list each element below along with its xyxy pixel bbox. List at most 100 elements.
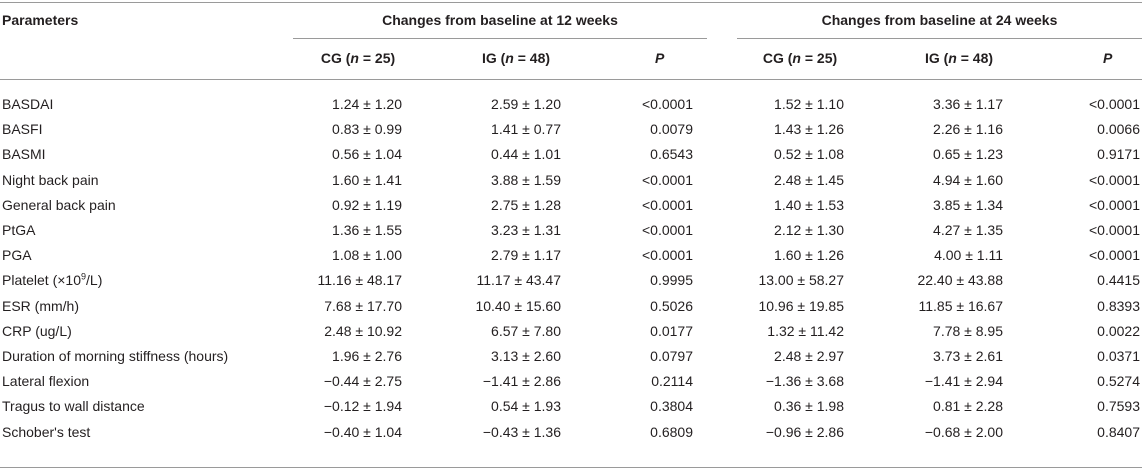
- group-24-underline: [737, 38, 1142, 39]
- cell-p-24: 0.9171: [1097, 146, 1140, 163]
- cell-cg-24: −0.96 ± 2.86: [765, 423, 844, 440]
- cell-p-24: <0.0001: [1089, 196, 1140, 213]
- cell-ig-12: −1.41 ± 2.86: [482, 373, 561, 390]
- cell-ig-12: 0.44 ± 1.01: [491, 146, 561, 163]
- col-cg-12-header: CG (n = 25): [320, 50, 396, 66]
- top-rule: [0, 2, 1142, 3]
- cell-p-24: 0.8407: [1097, 423, 1140, 440]
- cell-p-24: 0.0371: [1097, 348, 1140, 364]
- cell-parameter: PtGA: [2, 222, 36, 238]
- cell-parameter: BASFI: [2, 121, 43, 138]
- cell-ig-12: 0.54 ± 1.93: [491, 398, 561, 415]
- cell-p-12: <0.0001: [642, 171, 693, 188]
- cell-ig-12: 6.57 ± 7.80: [491, 322, 561, 339]
- cell-p-24: 0.8393: [1097, 297, 1140, 314]
- cell-cg-24: 2.12 ± 1.30: [774, 222, 844, 238]
- cell-p-12: 0.6809: [650, 423, 693, 440]
- cell-ig-24: 7.78 ± 8.95: [933, 322, 1003, 339]
- cell-cg-12: 1.08 ± 1.00: [332, 247, 402, 264]
- col-ig-12-header: IG (n = 48): [481, 50, 551, 66]
- cell-p-12: 0.0079: [650, 121, 693, 138]
- p-label: P: [1103, 50, 1113, 66]
- cell-cg-12: 1.24 ± 1.20: [332, 96, 402, 112]
- cell-p-12: <0.0001: [642, 196, 693, 213]
- cell-ig-24: −0.68 ± 2.00: [924, 423, 1003, 440]
- cell-ig-12: 3.13 ± 2.60: [491, 348, 561, 364]
- cell-parameter: Platelet (×109/L): [2, 271, 103, 289]
- cell-cg-24: 1.40 ± 1.53: [774, 196, 844, 213]
- cell-cg-24: 0.52 ± 1.08: [774, 146, 844, 163]
- cell-ig-12: 3.23 ± 1.31: [491, 222, 561, 238]
- cell-p-24: <0.0001: [1089, 96, 1140, 112]
- cell-parameter: Night back pain: [2, 171, 99, 188]
- cell-ig-24: 4.94 ± 1.60: [933, 171, 1003, 188]
- cell-p-12: 0.2114: [651, 373, 693, 390]
- cell-p-24: <0.0001: [1089, 171, 1140, 188]
- cell-cg-12: −0.44 ± 2.75: [323, 373, 402, 390]
- col-cg-24-header: CG (n = 25): [762, 50, 838, 66]
- cell-parameter: Duration of morning stiffness (hours): [2, 348, 229, 364]
- cell-p-12: 0.0797: [650, 348, 693, 364]
- cell-p-12: 0.9995: [650, 272, 693, 289]
- cell-parameter: PGA: [2, 247, 32, 264]
- cell-parameter: ESR (mm/h): [2, 297, 79, 314]
- cell-cg-12: −0.40 ± 1.04: [323, 423, 402, 440]
- cell-cg-24: 2.48 ± 1.45: [774, 171, 844, 188]
- cell-p-12: 0.3804: [650, 398, 693, 415]
- cell-ig-12: 2.75 ± 1.28: [491, 196, 561, 213]
- col-p-24-header: P: [1103, 49, 1112, 67]
- cell-ig-12: 1.41 ± 0.77: [491, 121, 561, 138]
- group-24-title: Changes from baseline at 24 weeks: [821, 12, 1058, 28]
- cell-ig-12: 11.17 ± 43.47: [476, 272, 562, 289]
- parameters-header: Parameters: [2, 12, 79, 28]
- cell-parameter: General back pain: [2, 196, 116, 213]
- cell-cg-24: 2.48 ± 2.97: [774, 348, 844, 364]
- cell-cg-12: 11.16 ± 48.17: [317, 272, 403, 289]
- cell-p-12: <0.0001: [642, 247, 693, 264]
- cell-p-24: 0.0066: [1097, 121, 1140, 138]
- cell-ig-24: 0.65 ± 1.23: [933, 146, 1003, 163]
- cell-ig-12: 10.40 ± 15.60: [475, 297, 561, 314]
- cell-cg-12: 1.60 ± 1.41: [332, 171, 402, 188]
- header-rule: [0, 79, 1142, 80]
- cell-ig-24: 4.27 ± 1.35: [933, 222, 1003, 238]
- cell-cg-12: 0.56 ± 1.04: [332, 146, 402, 163]
- cell-cg-12: 1.96 ± 2.76: [332, 348, 402, 364]
- cell-cg-12: 0.83 ± 0.99: [332, 121, 402, 138]
- cell-p-24: <0.0001: [1089, 222, 1140, 238]
- cell-ig-24: 3.73 ± 2.61: [933, 348, 1003, 364]
- cell-p-24: 0.7593: [1097, 398, 1140, 415]
- cell-cg-24: 1.60 ± 1.26: [774, 247, 844, 264]
- cell-parameter: Lateral flexion: [2, 373, 90, 390]
- cell-parameter: Tragus to wall distance: [2, 398, 145, 415]
- cell-cg-24: 10.96 ± 19.85: [758, 297, 844, 314]
- cell-parameter: Schober's test: [2, 423, 91, 440]
- p-label: P: [655, 50, 665, 66]
- cell-ig-24: −1.41 ± 2.94: [924, 373, 1003, 390]
- cell-p-12: <0.0001: [642, 96, 693, 112]
- cell-ig-24: 3.85 ± 1.34: [933, 196, 1003, 213]
- cell-parameter: BASDAI: [2, 96, 54, 112]
- bottom-rule: [0, 467, 1142, 468]
- cell-cg-24: 13.00 ± 58.27: [758, 272, 844, 289]
- cell-ig-12: 2.79 ± 1.17: [491, 247, 561, 264]
- cell-cg-24: −1.36 ± 3.68: [765, 373, 844, 390]
- cell-cg-24: 1.43 ± 1.26: [774, 121, 844, 138]
- cell-p-12: 0.5026: [650, 297, 693, 314]
- col-p-12-header: P: [655, 49, 664, 67]
- cell-parameter: CRP (ug/L): [2, 322, 72, 339]
- cell-p-12: 0.0177: [650, 322, 693, 339]
- group-12-title: Changes from baseline at 12 weeks: [382, 12, 618, 28]
- cell-ig-24: 4.00 ± 1.11: [934, 247, 1003, 264]
- cell-p-12: <0.0001: [642, 222, 693, 238]
- cell-p-24: 0.5274: [1097, 373, 1140, 390]
- cell-ig-24: 0.81 ± 2.28: [933, 398, 1003, 415]
- cell-ig-24: 11.85 ± 16.67: [918, 297, 1004, 314]
- cell-ig-12: −0.43 ± 1.36: [482, 423, 561, 440]
- cell-parameter: BASMI: [2, 146, 46, 163]
- cell-cg-12: 7.68 ± 17.70: [324, 297, 402, 314]
- cell-ig-12: 2.59 ± 1.20: [491, 96, 561, 112]
- group-12-underline: [293, 38, 707, 39]
- col-ig-24-header: IG (n = 48): [924, 50, 994, 66]
